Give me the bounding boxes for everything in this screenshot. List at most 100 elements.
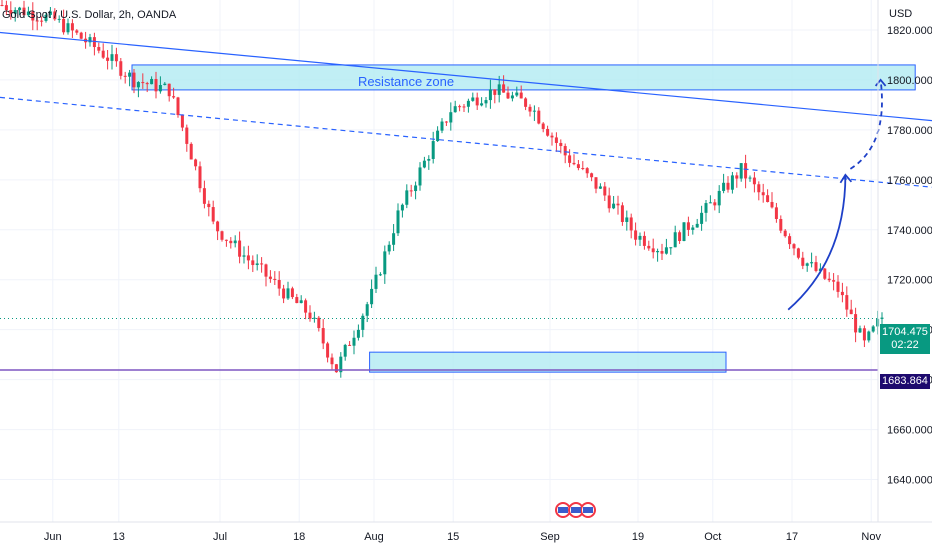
- candle-body: [480, 103, 484, 106]
- candle-body: [678, 232, 682, 241]
- currency-label: USD: [889, 8, 912, 20]
- candle-body: [475, 97, 479, 106]
- candle-body: [409, 190, 413, 192]
- candle-body: [708, 202, 712, 204]
- candle-body: [726, 182, 730, 190]
- candle-body: [497, 84, 501, 95]
- candle-body: [532, 110, 536, 112]
- candle-body: [356, 329, 360, 338]
- projection-arrowhead-dashed-icon: [874, 78, 887, 87]
- candle-body: [260, 263, 264, 265]
- candle-body: [348, 344, 352, 346]
- time-axis[interactable]: Jun 13 Jul 18 Aug 15 Sep 19 Oct 17 Nov: [44, 531, 882, 543]
- x-tick-label: 19: [632, 531, 644, 543]
- candle-body: [128, 72, 132, 77]
- candle-body: [862, 328, 866, 341]
- candle-body: [334, 364, 338, 373]
- trendline-dashed[interactable]: [0, 96, 932, 189]
- x-tick-label: Oct: [704, 531, 721, 543]
- candle-body: [581, 168, 585, 170]
- candle-body: [295, 297, 299, 304]
- candle-body: [620, 205, 624, 222]
- candle-body: [519, 92, 523, 99]
- candle-body: [418, 167, 422, 186]
- candle-body: [770, 202, 774, 208]
- x-tick-label: Aug: [364, 531, 384, 543]
- candle-body: [207, 203, 211, 208]
- candle-body: [616, 203, 620, 206]
- candle-body: [748, 177, 752, 179]
- candle-body: [730, 175, 734, 190]
- candle-body: [9, 10, 13, 14]
- candle-body: [304, 300, 308, 313]
- candle-body: [57, 18, 61, 20]
- candle-body: [585, 168, 589, 174]
- candle-body: [202, 188, 206, 204]
- candle-body: [673, 232, 677, 248]
- candle-body: [515, 92, 519, 96]
- y-tick-label: 1780.000: [887, 125, 932, 137]
- y-tick-label: 1660.000: [887, 425, 932, 437]
- projection-arrowhead-icon: [839, 173, 853, 184]
- candle-body: [541, 123, 545, 129]
- candle-body: [97, 47, 101, 51]
- candlestick-series: [0, 0, 884, 378]
- candle-body: [629, 217, 633, 231]
- candle-body: [216, 221, 220, 232]
- trendline-solid[interactable]: [0, 31, 932, 144]
- candle-body: [176, 97, 180, 115]
- bar-countdown: 02:22: [891, 339, 919, 351]
- resistance-zone[interactable]: [131, 64, 916, 91]
- candle-body: [370, 288, 374, 305]
- candle-body: [805, 263, 809, 266]
- support-zone[interactable]: [369, 351, 727, 373]
- candle-body: [224, 239, 228, 241]
- candle-body: [268, 276, 272, 279]
- y-tick-label: 1740.000: [887, 225, 932, 237]
- candle-body: [779, 219, 783, 231]
- candle-body: [53, 11, 57, 20]
- candle-body: [286, 288, 290, 299]
- candle-body: [321, 328, 325, 344]
- candle-body: [48, 11, 52, 15]
- candle-body: [180, 114, 184, 128]
- projection-arrow-dashed[interactable]: [849, 79, 883, 170]
- price-axis[interactable]: 1820.000 1800.000 1780.000 1760.000 1740.000…: [887, 25, 932, 487]
- candle-body: [282, 288, 286, 299]
- candle-body: [242, 255, 246, 257]
- candle-body: [484, 100, 488, 104]
- projection-arrow-solid[interactable]: [787, 174, 847, 311]
- candle-body: [246, 255, 250, 261]
- candle-body: [449, 112, 453, 123]
- support-price-tag: 1683.864: [880, 374, 930, 389]
- candle-body: [810, 262, 814, 264]
- candle-body: [26, 11, 30, 16]
- candle-body: [238, 240, 242, 257]
- candle-body: [739, 163, 743, 179]
- candle-body: [576, 164, 580, 169]
- candle-body: [594, 177, 598, 189]
- event-flags-icon[interactable]: [555, 502, 596, 518]
- candle-body: [840, 291, 844, 296]
- x-tick-label: 15: [447, 531, 459, 543]
- candle-body: [832, 280, 836, 282]
- candle-body: [752, 177, 756, 185]
- candle-body: [493, 89, 497, 95]
- candle-body: [365, 304, 369, 316]
- candle-body: [18, 7, 22, 11]
- candle-body: [361, 315, 365, 330]
- candle-body: [880, 317, 884, 319]
- candle-body: [814, 262, 818, 271]
- candle-body: [392, 233, 396, 245]
- candle-body: [400, 204, 404, 211]
- candle-body: [154, 78, 158, 92]
- chart-grid: [0, 0, 878, 522]
- candle-body: [695, 223, 699, 228]
- candle-body: [774, 207, 778, 220]
- candle-body: [431, 141, 435, 159]
- candle-body: [682, 222, 686, 241]
- candle-body: [299, 300, 303, 304]
- candle-body: [436, 130, 440, 142]
- candle-body: [405, 190, 409, 205]
